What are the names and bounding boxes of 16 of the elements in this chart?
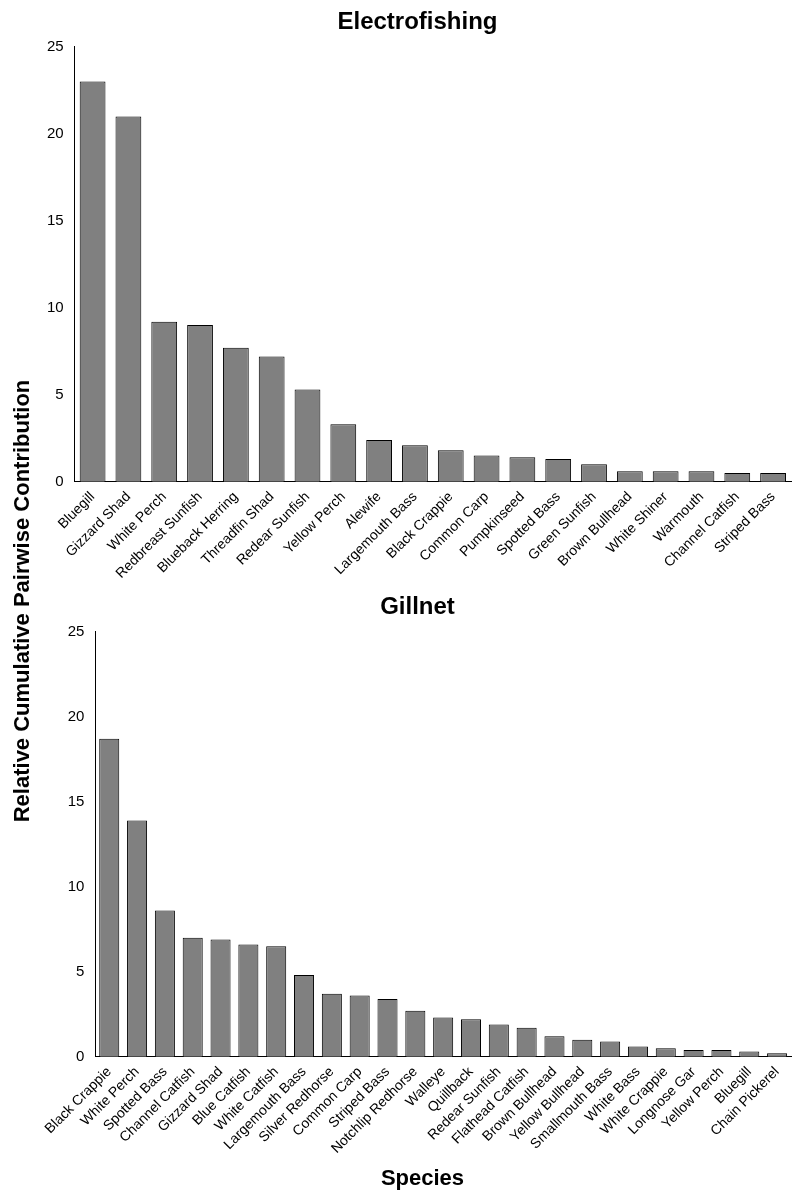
y-tick-label: 25	[67, 621, 85, 639]
y-tick-label: 10	[47, 297, 64, 315]
chart-title: Electrofishing	[337, 7, 498, 35]
y-tick-label: 15	[47, 210, 64, 228]
y-tick-label: 15	[67, 791, 85, 809]
y-tick-label: 10	[67, 876, 85, 894]
y-tick-label: 0	[55, 471, 64, 489]
y-tick-label: 20	[47, 123, 64, 141]
chart-title: Gillnet	[380, 592, 455, 620]
y-tick-label: 20	[67, 706, 85, 724]
y-tick-label: 25	[47, 36, 64, 54]
y-tick-label: 0	[75, 1046, 85, 1064]
x-axis-title: Species	[379, 1165, 466, 1191]
y-tick-label: 5	[75, 961, 85, 979]
y-tick-label: 5	[55, 384, 64, 402]
y-axis-title: Relative Cumulative Pairwise Contribution	[9, 379, 35, 822]
